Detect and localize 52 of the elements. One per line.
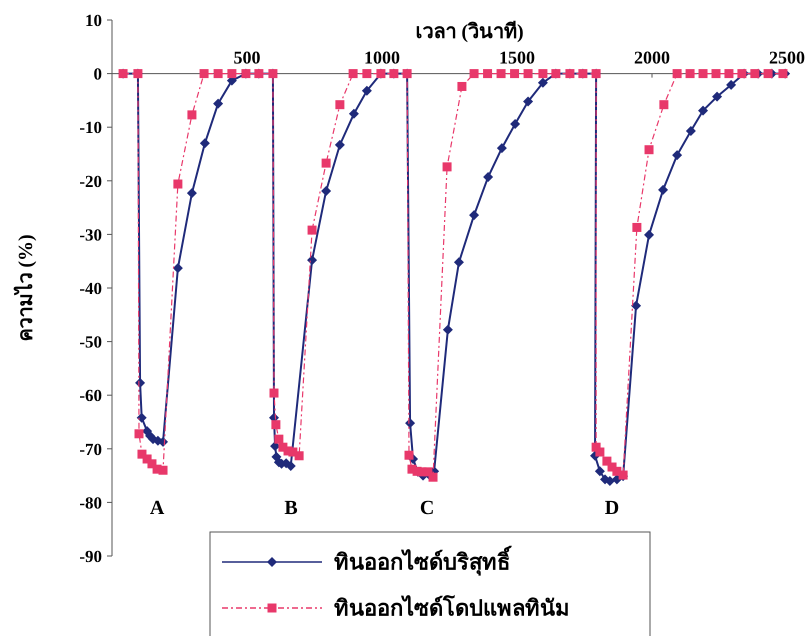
x-tick-label: 1500	[499, 48, 535, 68]
y-tick-label: -80	[79, 493, 102, 512]
point	[307, 255, 318, 266]
point	[483, 172, 494, 182]
x-tick-label: 2000	[634, 48, 670, 68]
legend-label: ทินออกไซด์โดปแพลทินัม	[334, 594, 570, 621]
point	[442, 324, 453, 335]
point	[631, 300, 642, 311]
y-tick-label: -40	[79, 278, 102, 298]
point	[321, 186, 332, 196]
annotation: D	[604, 497, 620, 519]
x-tick-label: 2500	[769, 48, 805, 68]
point	[186, 188, 197, 198]
point	[644, 230, 654, 240]
y-tick-label: -60	[79, 386, 102, 406]
point	[726, 80, 736, 90]
y-tick-label: -20	[79, 172, 102, 191]
annotation: B	[284, 497, 298, 519]
point	[712, 92, 722, 102]
point	[510, 118, 520, 129]
point	[200, 138, 210, 148]
y-tick-label: -50	[79, 332, 102, 352]
point	[334, 140, 345, 150]
x-tick-label: 1000	[364, 48, 400, 68]
y-tick-label: -70	[79, 440, 102, 459]
y-tick-label: 10	[85, 10, 102, 30]
point	[523, 96, 534, 106]
point	[172, 263, 183, 274]
point	[454, 257, 464, 268]
point	[348, 108, 359, 119]
annotation: A	[150, 497, 165, 519]
point	[286, 460, 296, 471]
point	[136, 412, 147, 423]
point	[686, 126, 696, 136]
y-axis-title: ความไว (%)	[13, 234, 37, 342]
x-axis-title: เวลา (วินาที)	[415, 20, 524, 43]
point	[658, 184, 668, 195]
legend-label: ทินออกไซด์บริสุทธิ์	[334, 546, 512, 577]
point	[672, 150, 682, 160]
y-tick-label: -30	[79, 225, 102, 244]
point	[538, 78, 548, 88]
point	[362, 86, 372, 96]
point	[469, 210, 480, 220]
point	[698, 106, 708, 116]
y-tick-label: 0	[94, 64, 102, 84]
y-tick-label: -90	[79, 546, 102, 566]
point	[594, 466, 605, 476]
y-tick-label: -10	[79, 118, 102, 138]
annotation: C	[420, 497, 434, 519]
x-tick-label: 500	[234, 48, 260, 68]
point	[213, 98, 224, 109]
point	[496, 143, 507, 154]
